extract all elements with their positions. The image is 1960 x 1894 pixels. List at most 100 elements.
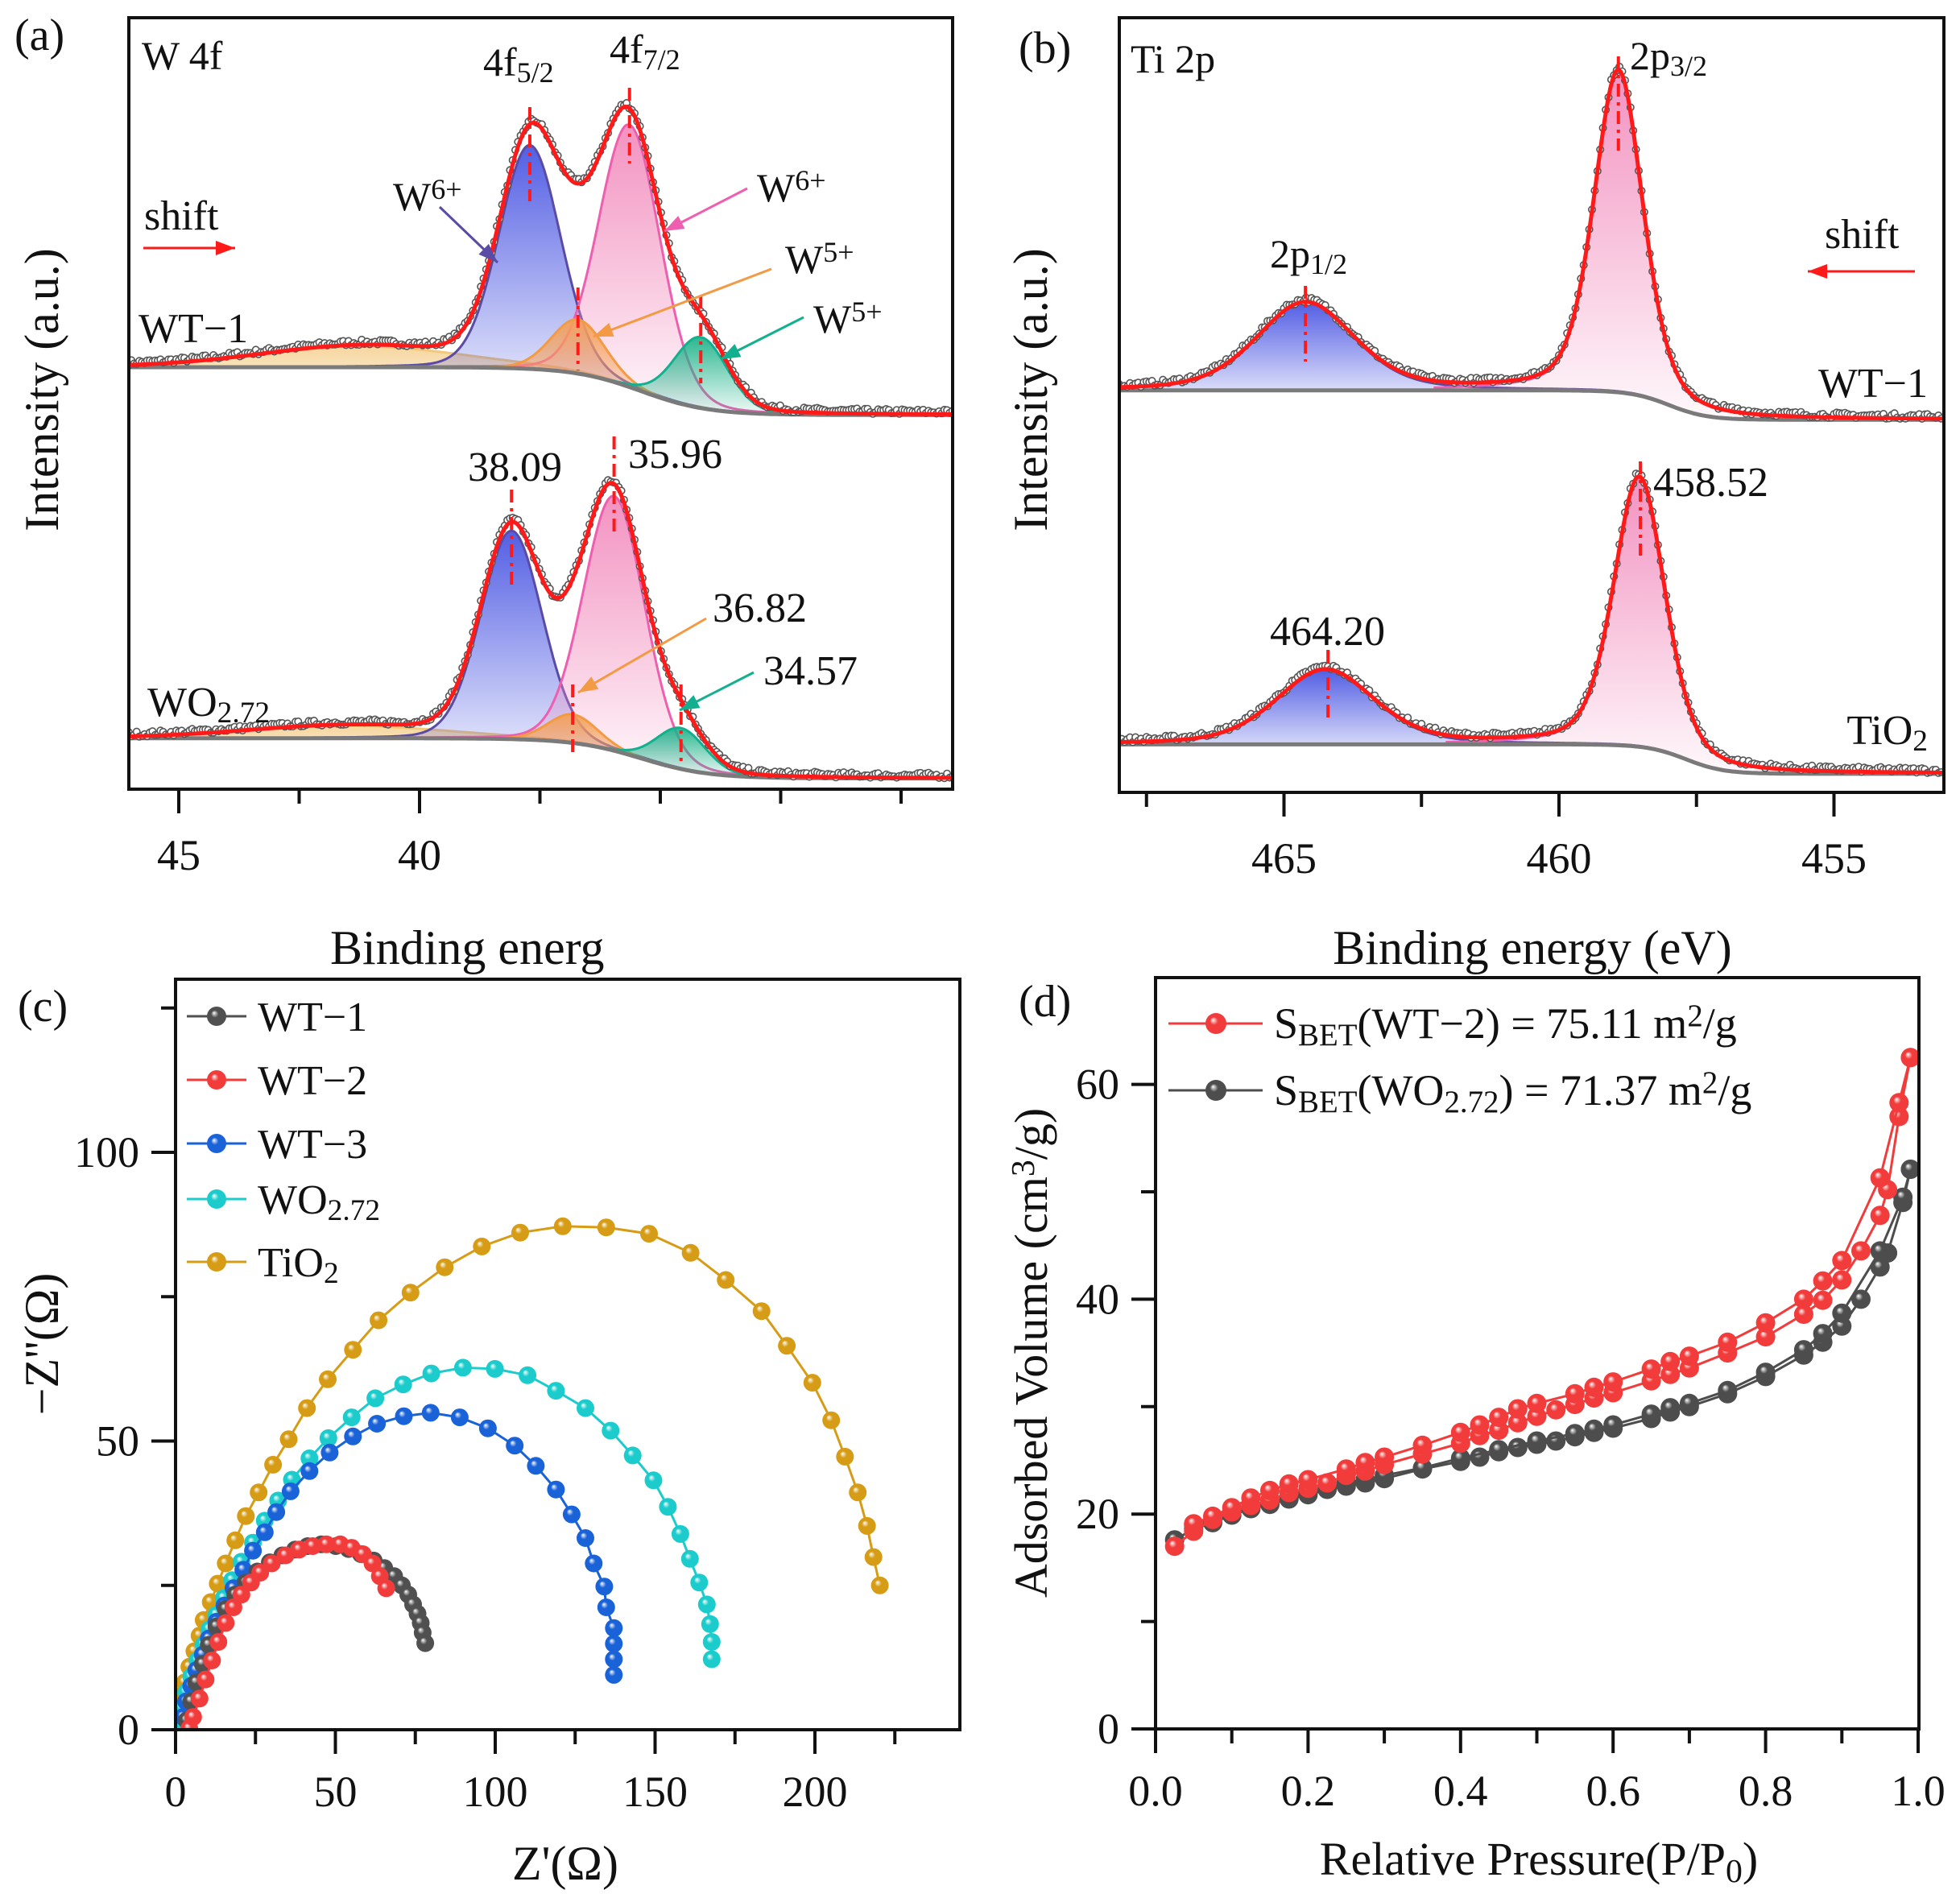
data-point <box>1450 1448 1470 1468</box>
data-point <box>1679 1346 1699 1367</box>
data-point <box>1260 1480 1280 1500</box>
data-point <box>1813 1271 1833 1291</box>
data-point <box>224 1598 242 1616</box>
data-point <box>300 1449 319 1467</box>
data-point <box>1755 1313 1776 1333</box>
data-point <box>697 1595 716 1614</box>
legend-label-segment: 2 <box>324 1257 339 1290</box>
data-point <box>577 1529 594 1547</box>
component-fill <box>298 145 761 414</box>
data-point <box>1641 1359 1661 1379</box>
data-point <box>506 1437 524 1455</box>
peak-value-label-segment: 35.96 <box>628 432 722 478</box>
data-point <box>298 1399 316 1417</box>
data-point <box>547 1480 565 1499</box>
legend-label: WO2.72 <box>258 1177 380 1227</box>
orbital-label-2p3-2-segment: 3/2 <box>1670 50 1707 82</box>
data-point <box>640 1225 658 1243</box>
component-fill <box>1119 303 1676 407</box>
data-point <box>597 1218 615 1237</box>
data-point <box>1832 1270 1852 1290</box>
x-tick-label: 200 <box>783 1768 848 1816</box>
data-point <box>394 1375 412 1394</box>
sample-label: WO2.72 <box>147 680 270 730</box>
legend-label: TiO2 <box>258 1240 339 1290</box>
data-point <box>319 1370 337 1388</box>
spectrum <box>1119 62 1944 423</box>
data-point <box>209 1574 227 1593</box>
data-point <box>547 1382 565 1400</box>
data-point <box>1641 1404 1661 1425</box>
data-point <box>478 1419 497 1437</box>
data-point <box>450 1408 469 1427</box>
component-fill <box>387 713 758 778</box>
legend-label-segment: S <box>1274 999 1298 1048</box>
x-axis-title-segment: Relative Pressure(P/P <box>1320 1833 1726 1885</box>
component-fill <box>280 531 743 777</box>
data-point <box>1584 1419 1604 1439</box>
x-tick-label: 50 <box>314 1768 358 1816</box>
data-point <box>858 1516 876 1535</box>
x-tick-label: 40 <box>398 831 441 879</box>
legend-label-segment: WT−2 <box>258 1058 367 1104</box>
orbital-label-4f5-2-segment: 5/2 <box>517 56 554 89</box>
data-point <box>595 1578 614 1596</box>
x-axis-title: Binding energy (eV) <box>1333 921 1731 974</box>
y-tick-label: 60 <box>1076 1061 1119 1109</box>
data-point <box>276 1546 295 1565</box>
peak-value-label-segment: 36.82 <box>713 585 807 631</box>
data-point <box>1507 1399 1528 1419</box>
y-axis-title: Intensity (a.u.) <box>15 248 68 531</box>
peak-value-label-segment: 34.57 <box>763 648 858 694</box>
data-point <box>1222 1498 1242 1518</box>
legend-marker <box>207 1189 226 1209</box>
data-point <box>1793 1340 1813 1360</box>
data-point <box>267 1503 286 1521</box>
orbital-label-4f7-2-segment: 4f <box>610 27 643 72</box>
oxidation-state-label-w6-segment: W <box>393 174 432 219</box>
data-point <box>1870 1168 1890 1188</box>
orbital-label-2p3-2-segment: 2p <box>1630 33 1670 78</box>
legend-label-segment: /g <box>1703 999 1737 1048</box>
w6-pointer-arrow-icon <box>438 205 499 264</box>
sample-label-segment: WT−1 <box>139 306 248 352</box>
data-point <box>281 1482 300 1500</box>
sample-label: WT−1 <box>1818 361 1928 407</box>
component-fill <box>1119 670 1695 763</box>
y-tick-label: 100 <box>74 1128 139 1177</box>
orbital-label-4f7-2-segment: 7/2 <box>643 43 680 76</box>
data-point <box>690 1574 709 1592</box>
x-tick-label: 0.2 <box>1281 1767 1336 1815</box>
y-axis-title: −Z''(Ω) <box>15 1273 68 1416</box>
data-point <box>1584 1377 1604 1397</box>
legend-label-segment: BET <box>1298 1085 1358 1119</box>
data-point <box>1832 1251 1852 1271</box>
data-point <box>422 1364 440 1383</box>
component-fill <box>1445 477 1834 774</box>
oxidation-state-label-w6-segment: 6+ <box>795 164 825 196</box>
desorption-branch <box>1184 1048 1919 1534</box>
data-point <box>1832 1303 1852 1323</box>
data-point <box>344 1427 362 1445</box>
data-point <box>1336 1459 1356 1479</box>
data-point <box>605 1635 623 1653</box>
data-point <box>290 1540 308 1559</box>
peak-value-label: 36.82 <box>713 585 807 631</box>
background-line <box>1119 388 1941 422</box>
data-point <box>342 1408 361 1427</box>
data-point <box>436 1258 454 1276</box>
data-point <box>511 1223 529 1242</box>
data-point <box>1164 1536 1185 1557</box>
data-point <box>1755 1363 1776 1383</box>
orbital-label-4f7-2: 4f7/2 <box>610 27 680 76</box>
legend-label-segment: 2.72 <box>1444 1085 1499 1119</box>
data-point <box>486 1359 504 1378</box>
data-point <box>421 1404 440 1422</box>
legend-label-segment: 2 <box>1702 1065 1718 1100</box>
oxidation-state-label-w6-segment: 6+ <box>431 173 461 205</box>
data-point <box>1507 1412 1528 1433</box>
data-point <box>226 1531 245 1549</box>
data-point <box>778 1337 796 1355</box>
shift-label-segment: shift <box>144 193 219 239</box>
envelope-fit-line <box>1119 474 1944 775</box>
